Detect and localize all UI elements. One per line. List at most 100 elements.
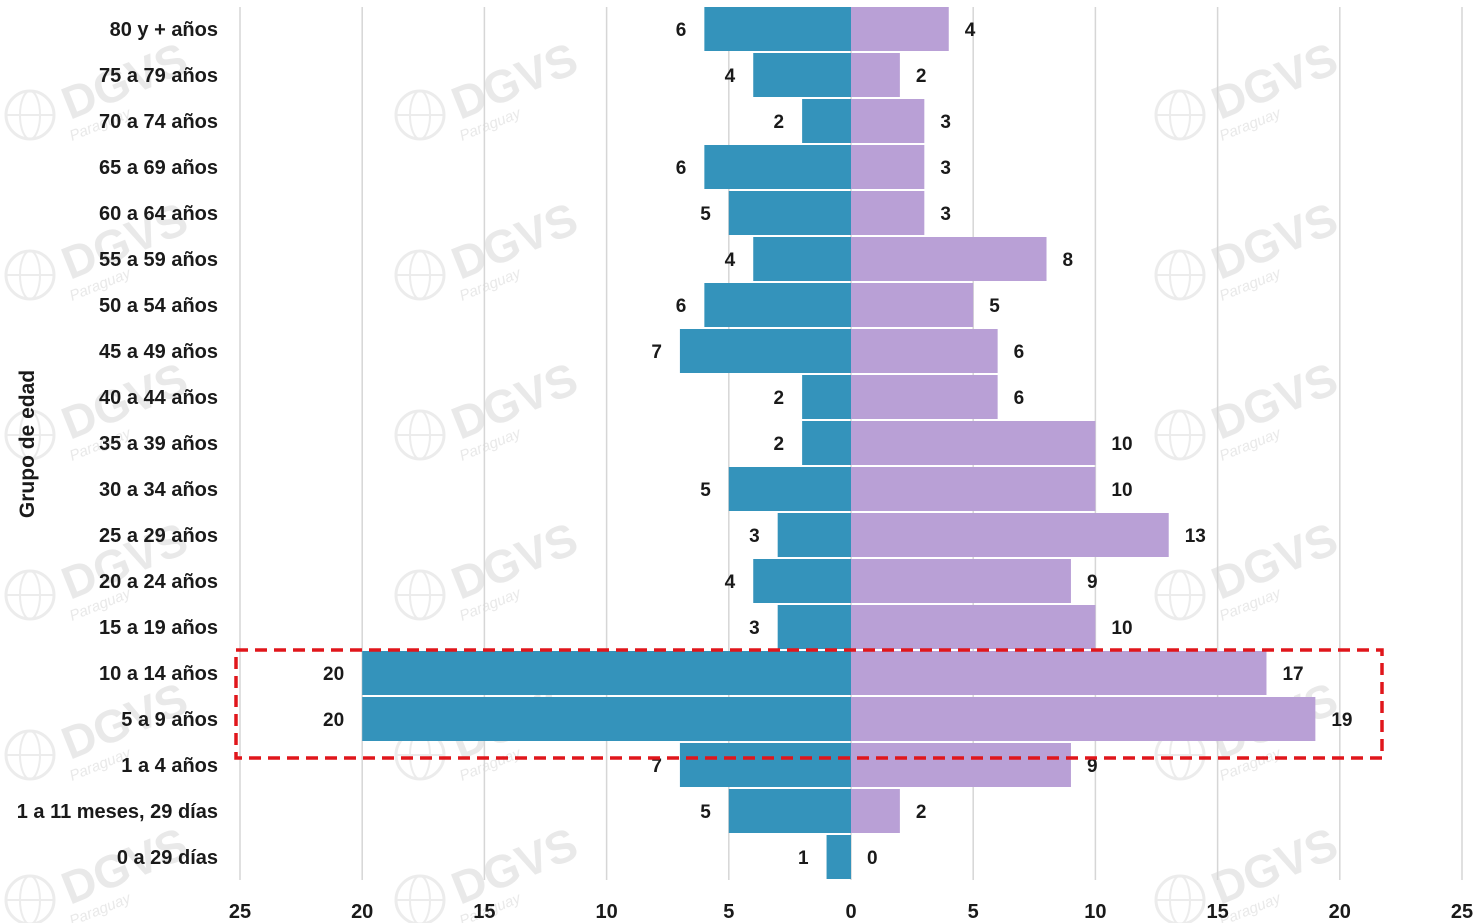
bar-right bbox=[851, 53, 900, 97]
value-label-right: 2 bbox=[916, 802, 927, 823]
category-label: 0 a 29 días bbox=[117, 847, 218, 869]
value-label-left: 2 bbox=[774, 434, 785, 455]
value-label-right: 10 bbox=[1111, 480, 1132, 501]
bar-right bbox=[851, 7, 949, 51]
category-label: 40 a 44 años bbox=[99, 387, 218, 409]
value-label-right: 13 bbox=[1185, 526, 1206, 547]
category-label: 10 a 14 años bbox=[99, 663, 218, 685]
value-label-left: 4 bbox=[725, 572, 736, 593]
value-label-left: 7 bbox=[651, 756, 662, 777]
value-label-right: 19 bbox=[1331, 710, 1352, 731]
category-label: 5 a 9 años bbox=[121, 709, 218, 731]
bar-left bbox=[704, 7, 851, 51]
x-tick-label: 15 bbox=[1206, 901, 1228, 923]
value-label-left: 2 bbox=[774, 388, 785, 409]
value-label-right: 6 bbox=[1014, 388, 1025, 409]
bar-left bbox=[777, 605, 851, 649]
bars bbox=[362, 7, 1316, 879]
value-label-left: 5 bbox=[700, 480, 711, 501]
category-label: 70 a 74 años bbox=[99, 111, 218, 133]
bar-left bbox=[679, 743, 851, 787]
bar-right bbox=[851, 651, 1267, 695]
value-label-left: 7 bbox=[651, 342, 662, 363]
value-label-right: 9 bbox=[1087, 572, 1098, 593]
category-label: 15 a 19 años bbox=[99, 617, 218, 639]
x-tick-label: 10 bbox=[595, 901, 617, 923]
value-label-right: 4 bbox=[965, 20, 976, 41]
value-label-left: 4 bbox=[725, 66, 736, 87]
bar-right bbox=[851, 743, 1071, 787]
bar-right bbox=[851, 467, 1096, 511]
bar-right bbox=[851, 329, 998, 373]
bar-right bbox=[851, 559, 1071, 603]
bar-right bbox=[851, 99, 925, 143]
value-label-left: 2 bbox=[774, 112, 785, 133]
value-label-left: 3 bbox=[749, 618, 760, 639]
category-label: 35 a 39 años bbox=[99, 433, 218, 455]
bar-left bbox=[362, 651, 851, 695]
bar-left bbox=[826, 835, 851, 879]
value-label-left: 20 bbox=[323, 664, 344, 685]
x-tick-label: 0 bbox=[845, 901, 856, 923]
value-label-left: 1 bbox=[798, 848, 809, 869]
bar-left bbox=[802, 421, 851, 465]
value-label-left: 6 bbox=[676, 20, 687, 41]
bar-left bbox=[728, 191, 851, 235]
value-label-right: 0 bbox=[867, 848, 878, 869]
bar-right bbox=[851, 789, 900, 833]
x-tick-label: 20 bbox=[351, 901, 373, 923]
value-label-right: 5 bbox=[989, 296, 1000, 317]
bar-left bbox=[753, 53, 851, 97]
category-label: 25 a 29 años bbox=[99, 525, 218, 547]
x-tick-label: 5 bbox=[723, 901, 734, 923]
bar-left bbox=[728, 789, 851, 833]
category-label: 80 y + años bbox=[110, 19, 218, 41]
bar-right bbox=[851, 513, 1169, 557]
bar-right bbox=[851, 191, 925, 235]
value-label-right: 17 bbox=[1282, 664, 1303, 685]
value-label-left: 6 bbox=[676, 296, 687, 317]
category-label: 55 a 59 años bbox=[99, 249, 218, 271]
bar-left bbox=[704, 283, 851, 327]
x-tick-label: 20 bbox=[1329, 901, 1351, 923]
value-label-right: 2 bbox=[916, 66, 927, 87]
bar-left bbox=[802, 375, 851, 419]
bar-right bbox=[851, 283, 974, 327]
category-label: 20 a 24 años bbox=[99, 571, 218, 593]
value-label-left: 5 bbox=[700, 802, 711, 823]
category-label: 50 a 54 años bbox=[99, 295, 218, 317]
value-label-right: 8 bbox=[1063, 250, 1074, 271]
value-label-left: 4 bbox=[725, 250, 736, 271]
value-label-right: 6 bbox=[1014, 342, 1025, 363]
bar-right bbox=[851, 375, 998, 419]
y-axis-title: Grupo de edad bbox=[16, 370, 39, 518]
value-label-left: 6 bbox=[676, 158, 687, 179]
category-label: 1 a 4 años bbox=[121, 755, 218, 777]
bar-left bbox=[753, 559, 851, 603]
value-label-right: 3 bbox=[940, 158, 951, 179]
bar-right bbox=[851, 697, 1316, 741]
x-tick-labels: 25 20 15 10 5 0 5 10 15 20 25 bbox=[229, 901, 1473, 923]
category-label: 1 a 11 meses, 29 días bbox=[17, 801, 218, 823]
category-label: 60 a 64 años bbox=[99, 203, 218, 225]
x-tick-label: 10 bbox=[1084, 901, 1106, 923]
value-label-right: 3 bbox=[940, 204, 951, 225]
highlight-box bbox=[234, 648, 1384, 760]
value-label-right: 10 bbox=[1111, 434, 1132, 455]
value-label-right: 10 bbox=[1111, 618, 1132, 639]
category-label: 30 a 34 años bbox=[99, 479, 218, 501]
x-tick-label: 25 bbox=[229, 901, 251, 923]
bar-left bbox=[777, 513, 851, 557]
value-label-right: 9 bbox=[1087, 756, 1098, 777]
bar-left bbox=[728, 467, 851, 511]
bar-left bbox=[679, 329, 851, 373]
